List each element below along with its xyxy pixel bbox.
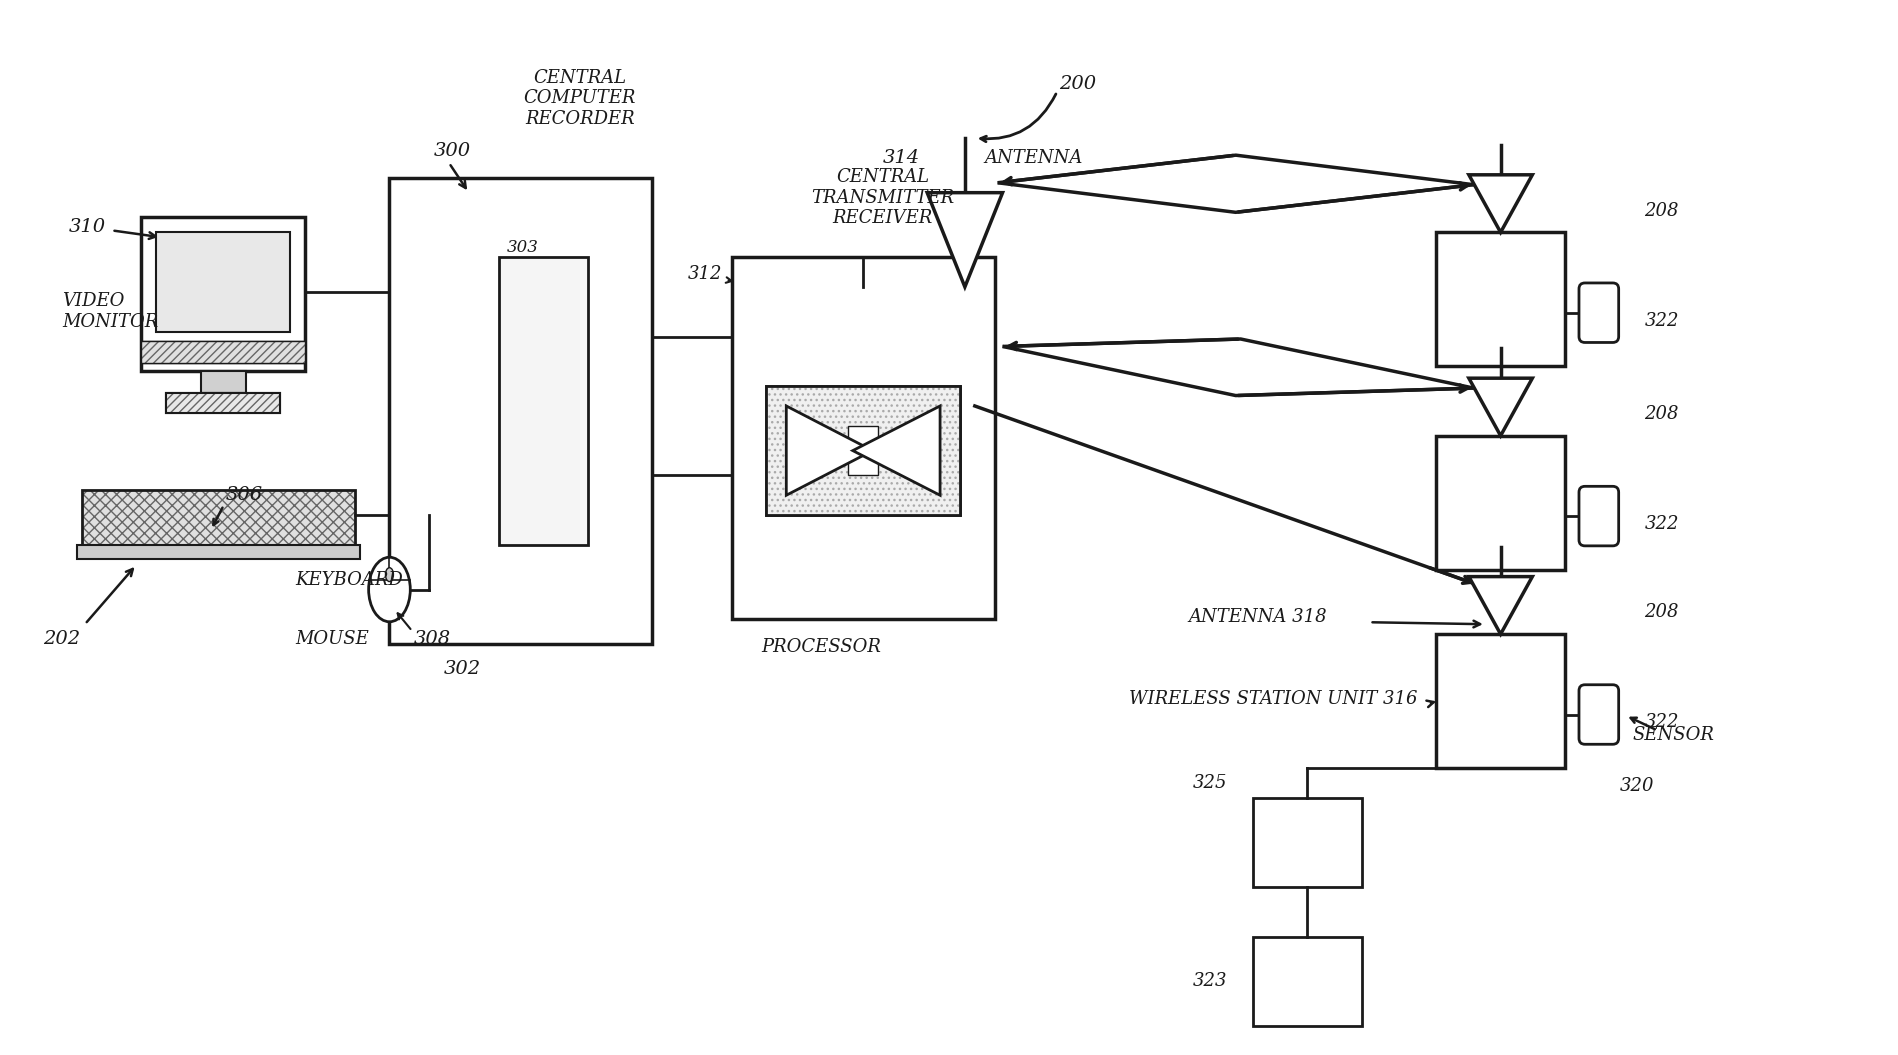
Text: 314: 314: [883, 149, 921, 167]
Bar: [767, 386, 960, 515]
Text: 325: 325: [1194, 774, 1228, 792]
Bar: [78, 544, 361, 559]
Text: PROCESSOR: PROCESSOR: [761, 638, 881, 656]
Text: VIDEO
MONITOR: VIDEO MONITOR: [63, 292, 158, 331]
Bar: [848, 426, 877, 476]
Text: 300: 300: [435, 142, 471, 160]
Bar: [1437, 436, 1566, 570]
Text: ANTENNA 318: ANTENNA 318: [1188, 609, 1327, 627]
Bar: [1437, 634, 1566, 768]
Bar: [767, 386, 960, 515]
Text: 320: 320: [1619, 776, 1655, 794]
Bar: [201, 371, 245, 394]
Text: 310: 310: [68, 218, 106, 236]
Text: 303: 303: [507, 238, 539, 255]
Text: ANTENNA: ANTENNA: [985, 149, 1084, 167]
Polygon shape: [928, 193, 1002, 287]
FancyBboxPatch shape: [1579, 283, 1619, 343]
Ellipse shape: [368, 557, 410, 621]
Bar: [82, 491, 355, 544]
Text: 202: 202: [44, 630, 80, 648]
Polygon shape: [786, 406, 873, 495]
Text: 306: 306: [226, 486, 264, 504]
Bar: [156, 232, 290, 331]
Polygon shape: [1469, 577, 1532, 634]
FancyBboxPatch shape: [1579, 486, 1619, 545]
Bar: [167, 394, 281, 413]
Text: 308: 308: [414, 630, 452, 648]
Text: 200: 200: [1059, 75, 1097, 93]
Bar: [389, 178, 653, 644]
Text: 312: 312: [687, 265, 721, 283]
Text: KEYBOARD: KEYBOARD: [296, 571, 402, 589]
Text: SENSOR: SENSOR: [1632, 726, 1714, 745]
Polygon shape: [1469, 175, 1532, 232]
Text: MOUSE: MOUSE: [296, 630, 368, 648]
Ellipse shape: [385, 568, 393, 581]
Bar: [142, 342, 306, 363]
Bar: [1437, 232, 1566, 366]
Text: 322: 322: [1644, 311, 1680, 329]
Bar: [1253, 937, 1361, 1027]
Bar: [499, 257, 588, 544]
Text: WIRELESS STATION UNIT 316: WIRELESS STATION UNIT 316: [1129, 690, 1418, 708]
Bar: [1253, 798, 1361, 887]
Bar: [733, 257, 995, 619]
Text: 302: 302: [444, 659, 482, 678]
Text: 208: 208: [1644, 603, 1680, 621]
Bar: [167, 394, 281, 413]
Polygon shape: [852, 406, 940, 495]
Bar: [142, 217, 306, 371]
Text: CENTRAL
COMPUTER
RECORDER: CENTRAL COMPUTER RECORDER: [524, 69, 636, 129]
Text: CENTRAL
TRANSMITTER
RECEIVER: CENTRAL TRANSMITTER RECEIVER: [810, 168, 955, 228]
Text: 322: 322: [1644, 713, 1680, 731]
FancyBboxPatch shape: [1579, 685, 1619, 744]
Text: 322: 322: [1644, 515, 1680, 533]
Text: 208: 208: [1644, 202, 1680, 219]
Polygon shape: [1469, 378, 1532, 436]
Text: 208: 208: [1644, 405, 1680, 423]
Bar: [142, 342, 306, 363]
Text: 323: 323: [1194, 973, 1228, 991]
